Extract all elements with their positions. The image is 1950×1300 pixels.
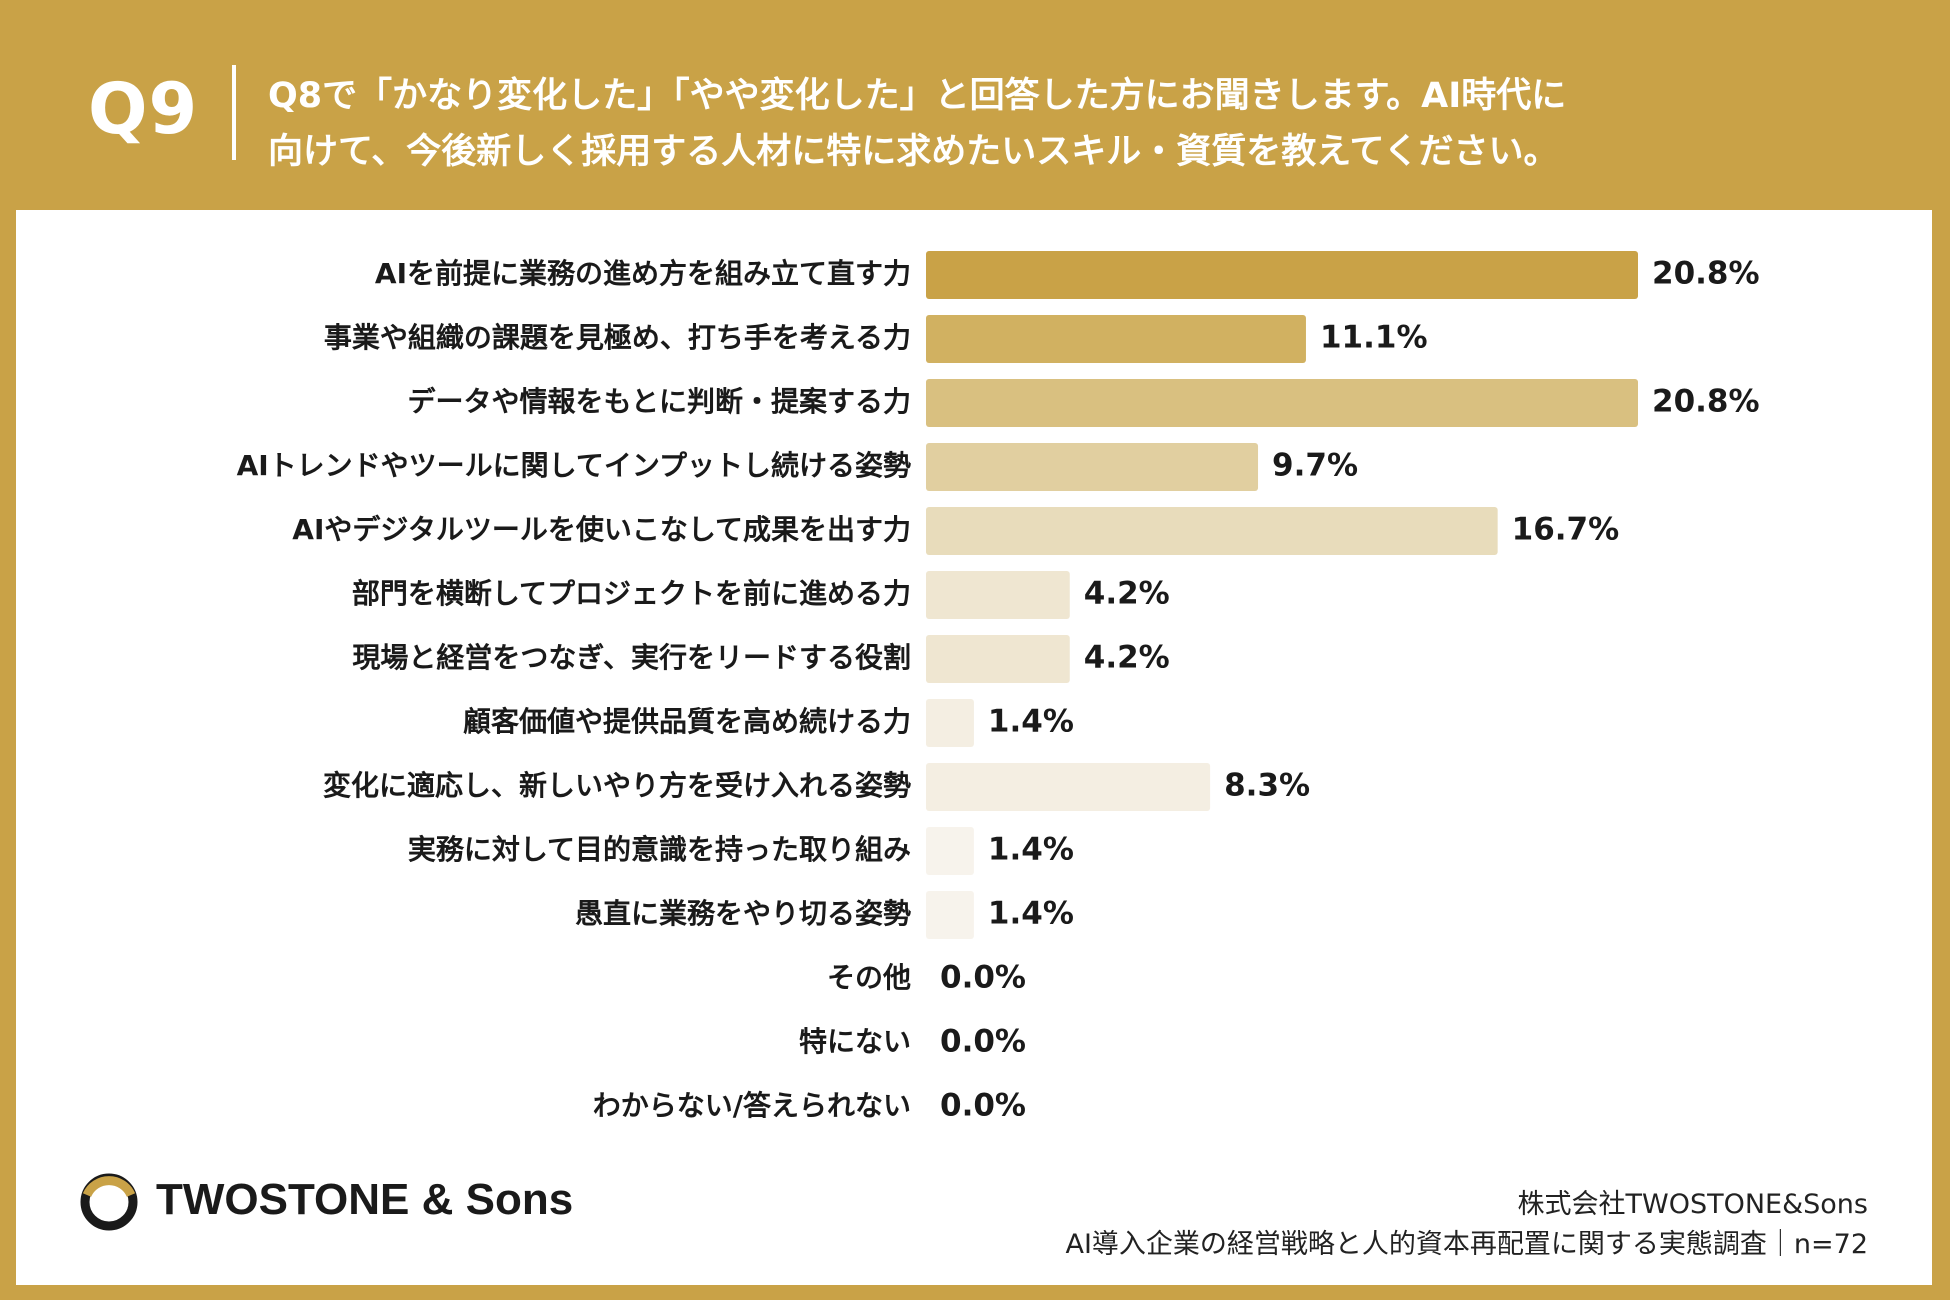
- value-label: 11.1%: [1320, 320, 1428, 356]
- question-line-2: 向けて、今後新しく採用する人材に特に求めたいスキル・資質を教えてください。: [268, 132, 1559, 172]
- header: Q9 Q8で「かなり変化した」「やや変化した」と回答した方にお聞きします。AI時…: [0, 0, 1950, 210]
- question-line-1: Q8で「かなり変化した」「やや変化した」と回答した方にお聞きします。AI時代に: [268, 76, 1567, 116]
- category-label: 実務に対して目的意識を持った取り組み: [408, 833, 911, 866]
- category-label: AIを前提に業務の進め方を組み立て直す力: [375, 257, 911, 290]
- value-label: 4.2%: [1084, 576, 1170, 612]
- category-label: データや情報をもとに判断・提案する力: [408, 385, 911, 418]
- footer-survey: AI導入企業の経営戦略と人的資本再配置に関する実態調査｜n=72: [1065, 1229, 1868, 1260]
- question-text: Q8で「かなり変化した」「やや変化した」と回答した方にお聞きします。AI時代に …: [268, 68, 1908, 180]
- bar: [926, 251, 1638, 299]
- value-label: 9.7%: [1272, 448, 1358, 484]
- category-label: AIトレンドやツールに関してインプットし続ける姿勢: [237, 449, 911, 482]
- value-label: 4.2%: [1084, 640, 1170, 676]
- value-label: 1.4%: [988, 896, 1074, 932]
- value-label: 16.7%: [1512, 512, 1620, 548]
- category-label: 部門を横断してプロジェクトを前に進める力: [352, 577, 911, 610]
- value-label: 8.3%: [1224, 768, 1310, 804]
- chart-panel: AIを前提に業務の進め方を組み立て直す力 20.8% 事業や組織の課題を見極め、打ち…: [16, 210, 1932, 1285]
- header-divider: [232, 65, 236, 160]
- value-label: 20.8%: [1652, 256, 1760, 292]
- bar: [926, 443, 1259, 491]
- category-label: 現場と経営をつなぎ、実行をリードする役割: [352, 641, 911, 674]
- bar-chart: AIを前提に業務の進め方を組み立て直す力 20.8% 事業や組織の課題を見極め、打ち…: [237, 251, 1760, 1124]
- bar: [926, 379, 1638, 427]
- bar: [926, 827, 974, 875]
- category-label: 特にない: [799, 1025, 911, 1058]
- bar: [926, 315, 1306, 363]
- value-label: 20.8%: [1652, 384, 1760, 420]
- footer: 株式会社TWOSTONE&Sons AI導入企業の経営戦略と人的資本再配置に関す…: [1065, 1185, 1868, 1265]
- bar: [926, 891, 974, 939]
- category-label: 変化に適応し、新しいやり方を受け入れる姿勢: [323, 769, 911, 802]
- category-label: 愚直に業務をやり切る姿勢: [575, 897, 911, 930]
- bar: [926, 699, 974, 747]
- footer-company: 株式会社TWOSTONE&Sons: [1517, 1189, 1868, 1220]
- question-number: Q9: [88, 68, 199, 150]
- category-label: 顧客価値や提供品質を高め続ける力: [463, 705, 911, 738]
- category-label: その他: [827, 961, 911, 994]
- bar: [926, 763, 1211, 811]
- company-logo: TWOSTONE & Sons: [76, 1165, 573, 1235]
- value-label: 0.0%: [940, 960, 1026, 996]
- value-label: 0.0%: [940, 1024, 1026, 1060]
- category-label: AIやデジタルツールを使いこなして成果を出す力: [292, 513, 911, 546]
- value-label: 1.4%: [988, 704, 1074, 740]
- bar: [926, 635, 1070, 683]
- value-label: 0.0%: [940, 1088, 1026, 1124]
- logo-text: TWOSTONE & Sons: [156, 1175, 574, 1224]
- bar: [926, 571, 1070, 619]
- category-label: わからない/答えられない: [593, 1089, 911, 1122]
- logo-mark-icon: [80, 1173, 138, 1231]
- bar: [926, 507, 1498, 555]
- value-label: 1.4%: [988, 832, 1074, 868]
- category-label: 事業や組織の課題を見極め、打ち手を考える力: [324, 321, 911, 354]
